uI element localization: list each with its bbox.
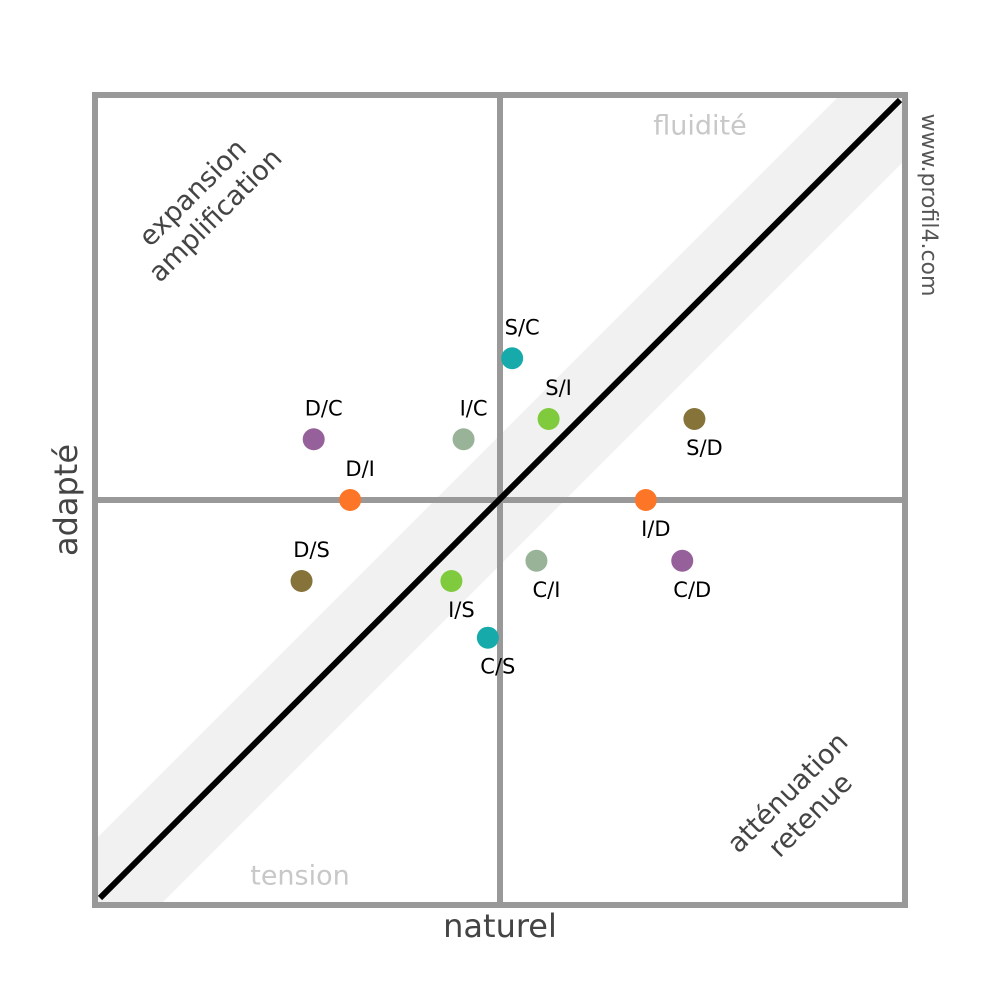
- point: [671, 549, 694, 572]
- annotation: fluidité: [653, 111, 746, 142]
- diagonal-line: [97, 97, 903, 901]
- point-label: S/D: [686, 436, 723, 460]
- point: [452, 428, 475, 451]
- point: [339, 489, 362, 511]
- point-label: D/I: [345, 457, 374, 481]
- point-label: S/I: [545, 376, 572, 400]
- point-label: C/I: [532, 578, 560, 602]
- point: [290, 570, 313, 592]
- point: [476, 626, 499, 649]
- point: [537, 408, 560, 430]
- point-label: C/D: [673, 578, 711, 602]
- point: [634, 489, 657, 511]
- point-label: D/C: [305, 396, 343, 420]
- point: [525, 549, 548, 572]
- point-label: I/S: [448, 598, 475, 622]
- point: [501, 347, 524, 370]
- top-left-label: expansion amplification: [133, 133, 288, 288]
- point-label: I/D: [641, 517, 670, 541]
- y-axis-label: adapté: [47, 444, 85, 556]
- x-axis-label: naturel: [443, 907, 557, 945]
- point: [302, 428, 325, 451]
- point: [683, 408, 706, 430]
- point: [440, 570, 463, 592]
- point-label: S/C: [505, 315, 540, 339]
- annotation: tension: [250, 861, 350, 892]
- point-label: I/C: [460, 396, 488, 420]
- bottom-right-label: atténuation retenue: [722, 727, 859, 864]
- point-label: D/S: [293, 538, 330, 562]
- watermark: www.profil4.com: [916, 114, 941, 297]
- point-label: C/S: [480, 655, 515, 679]
